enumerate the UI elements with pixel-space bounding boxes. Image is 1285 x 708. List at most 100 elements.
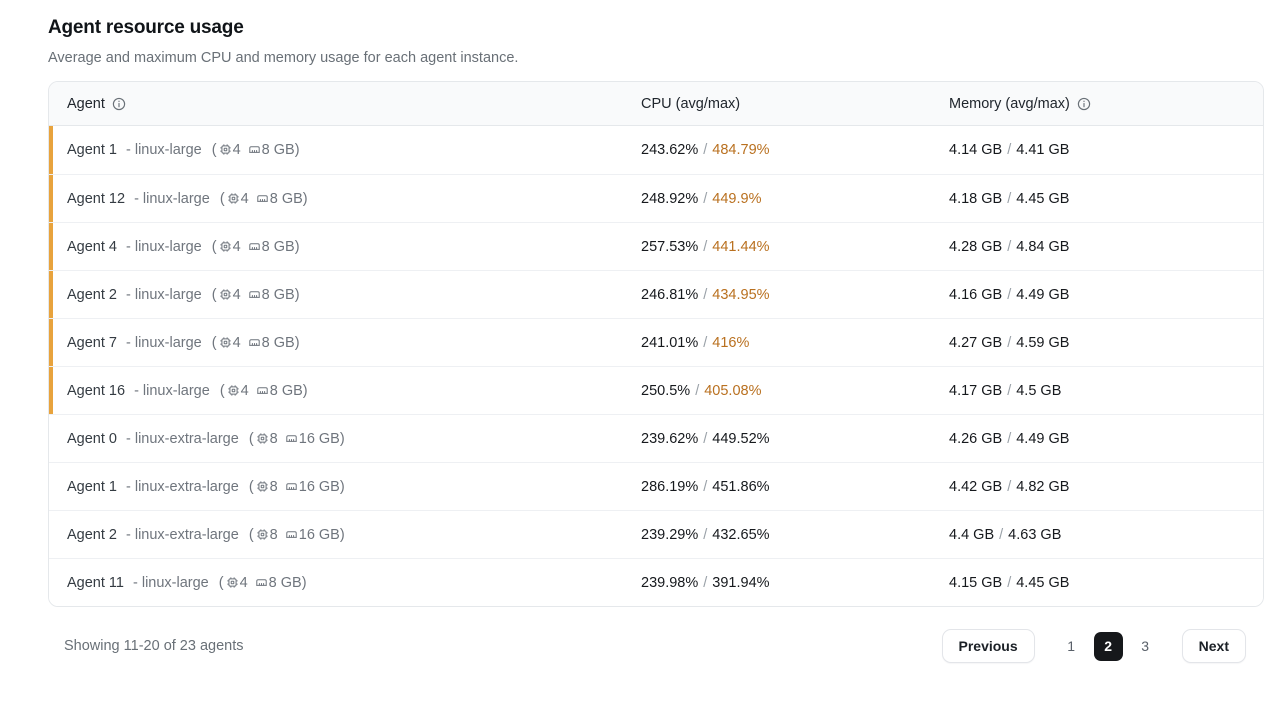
memory-avg-value: 4.15 GB [949,574,1003,591]
agent-name: Agent 12 [67,190,126,207]
page-button-3[interactable]: 3 [1131,632,1160,661]
agent-name: Agent 2 [67,526,117,543]
memory-stick-icon [255,576,268,589]
agent-resource-usage-page: Agent resource usage Average and maximum… [48,17,1264,663]
agent-type: - linux-large [126,142,202,158]
paren-open: ( [211,334,217,351]
cpu-max-value: 416% [712,334,750,351]
memory-stick-icon [285,480,298,493]
info-icon[interactable] [112,97,126,111]
memory-max-value: 4.82 GB [1016,478,1070,495]
cpu-avg-value: 286.19% [641,478,699,495]
cpu-max-value: 434.95% [712,286,770,303]
memory-avg-value: 4.27 GB [949,334,1003,351]
table-footer: Showing 11-20 of 23 agents Previous 1 2 … [48,629,1264,663]
paren-close: ) [302,190,308,207]
paren-close: ) [294,238,300,255]
cpu-chip-icon [227,384,240,397]
value-separator: / [703,430,708,447]
memory-avg-value: 4.42 GB [949,478,1003,495]
column-header-memory-label: Memory (avg/max) [949,95,1070,112]
agent-spec: (4 8 GB) [212,142,300,158]
agent-ram: 8 GB [269,382,303,399]
cpu-chip-icon [219,143,232,156]
agent-name: Agent 16 [67,382,126,399]
agent-type: - linux-large [134,190,210,207]
page-button-2[interactable]: 2 [1093,631,1123,661]
paren-close: ) [294,286,300,303]
memory-avg-value: 4.18 GB [949,190,1003,207]
paren-open: ( [248,430,254,447]
page-button-1[interactable]: 1 [1057,632,1086,661]
column-header-agent: Agent [49,82,641,126]
cpu-max-value: 484.79% [712,142,770,158]
paren-open: ( [218,574,224,591]
paren-open: ( [248,478,254,495]
table-row: Agent 11- linux-large(4 8 GB) 239.98%/391… [49,558,1263,606]
memory-avg-value: 4.26 GB [949,430,1003,447]
value-separator: / [703,574,708,591]
column-header-memory: Memory (avg/max) [949,82,1263,126]
cpu-avg-value: 239.62% [641,430,699,447]
paren-open: ( [211,238,217,255]
agent-name: Agent 0 [67,430,117,447]
cpu-chip-icon [227,192,240,205]
paren-open: ( [211,142,217,158]
value-separator: / [703,478,708,495]
paren-close: ) [294,334,300,351]
table-row: Agent 2- linux-large(4 8 GB) 246.81%/434.… [49,270,1263,318]
paren-close: ) [339,430,345,447]
cpu-max-value: 405.08% [704,382,762,399]
cpu-avg-value: 241.01% [641,334,699,351]
cpu-max-value: 432.65% [712,526,770,543]
value-separator: / [703,190,708,207]
info-icon[interactable] [1077,97,1091,111]
agent-ram: 16 GB [298,526,340,543]
table-row: Agent 1- linux-large(4 8 GB) 243.62%/484.… [49,126,1263,174]
value-separator: / [703,526,708,543]
agent-cpu-count: 4 [239,574,248,591]
cpu-chip-icon [219,288,232,301]
memory-stick-icon [285,528,298,541]
table-row: Agent 7- linux-large(4 8 GB) 241.01%/416%… [49,318,1263,366]
memory-stick-icon [248,240,261,253]
memory-max-value: 4.5 GB [1016,382,1062,399]
agent-ram: 8 GB [261,334,295,351]
agent-spec: (4 8 GB) [212,239,300,255]
memory-max-value: 4.49 GB [1016,430,1070,447]
cpu-chip-icon [219,336,232,349]
cpu-max-value: 391.94% [712,574,770,591]
agent-ram: 8 GB [268,574,302,591]
table-row: Agent 16- linux-large(4 8 GB) 250.5%/405.… [49,366,1263,414]
table-row: Agent 2 - linux-extra-large (8 16 GB) 239.2… [49,510,1263,558]
value-separator: / [1007,382,1012,399]
memory-stick-icon [248,336,261,349]
cpu-avg-value: 257.53% [641,238,699,255]
value-separator: / [695,382,700,399]
results-summary: Showing 11-20 of 23 agents [64,638,244,654]
agent-name: Agent 1 [67,478,117,495]
value-separator: / [1007,478,1012,495]
memory-stick-icon [248,288,261,301]
agent-ram: 8 GB [261,238,295,255]
memory-avg-value: 4.14 GB [949,142,1003,158]
next-page-button[interactable]: Next [1181,629,1246,663]
page-subtitle: Average and maximum CPU and memory usage… [48,50,519,66]
memory-max-value: 4.84 GB [1016,238,1070,255]
agent-type: - linux-large [132,574,209,591]
column-header-agent-label: Agent [67,95,105,112]
previous-page-button[interactable]: Previous [941,629,1035,663]
agent-type: - linux-extra-large [126,478,239,495]
agent-name: Agent 11 [67,574,124,591]
memory-stick-icon [256,192,269,205]
cpu-max-value: 441.44% [712,238,770,255]
value-separator: / [703,238,708,255]
value-separator: / [1007,334,1012,351]
memory-max-value: 4.41 GB [1016,142,1070,158]
agent-ram: 16 GB [298,478,340,495]
agent-spec: (4 8 GB) [220,191,308,207]
cpu-avg-value: 243.62% [641,142,699,158]
paren-open: ( [219,382,225,399]
agent-cpu-count: 8 [269,478,278,495]
agent-cpu-count: 4 [232,142,241,158]
